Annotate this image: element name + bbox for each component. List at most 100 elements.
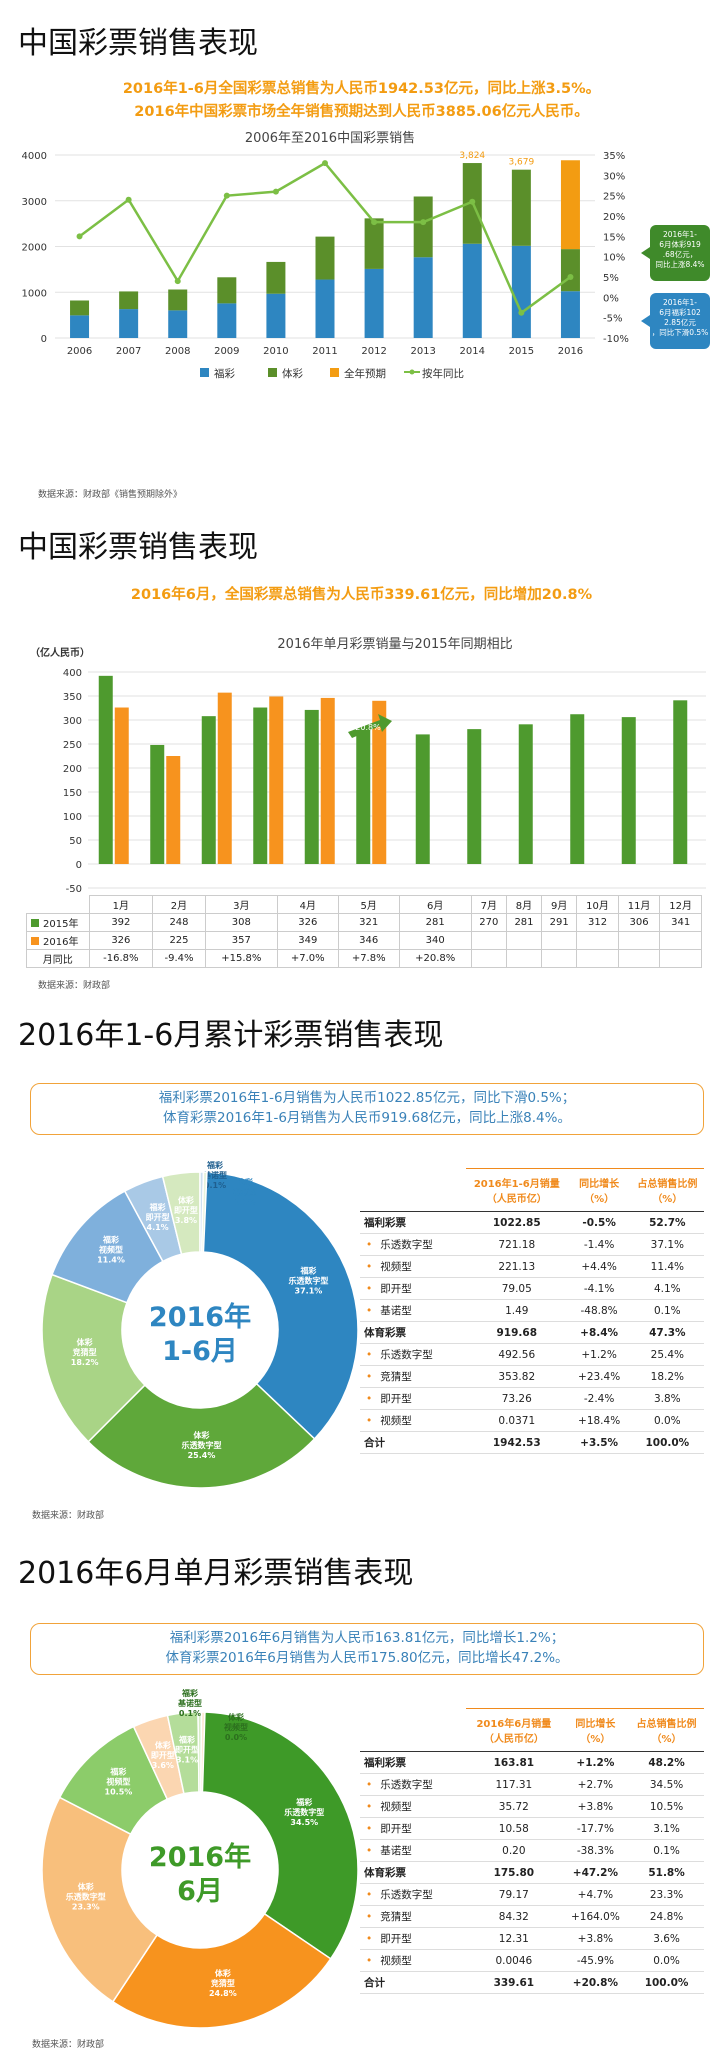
annual-sales-chart: 2006年至2016中国彩票销售 0 1000 2000 3000 4000 -10% -5%…	[22, 130, 710, 380]
y2-tick-label: 35%	[603, 151, 625, 162]
month-header: 8月	[505, 895, 543, 914]
table-cell: 308	[204, 913, 278, 932]
svg-text:20.8%: 20.8%	[355, 723, 381, 732]
bar-2016	[320, 697, 335, 864]
table-cell	[576, 949, 619, 968]
summary-line-2: 2016年中国彩票市场全年销售预期达到人民币3885.06亿元人民币。	[134, 104, 589, 120]
table-cell: +15.8%	[204, 949, 278, 968]
table-cell	[617, 931, 661, 950]
donut-slice	[41, 1796, 159, 2003]
col-header-growth: 同比增长（%）	[561, 1708, 630, 1752]
svg-text:同比上涨8.4%: 同比上涨8.4%	[655, 259, 704, 269]
donut-label: 25.4%	[188, 1451, 216, 1460]
row-label: 体育彩票	[360, 1321, 466, 1344]
donut-label: 体彩	[155, 1740, 171, 1750]
row-label: • 视频型	[360, 1949, 466, 1972]
sales-cell: 0.0046	[466, 1949, 562, 1972]
month-header: 12月	[659, 895, 702, 914]
donut-label: 竞猜型	[210, 1978, 235, 1988]
table-cell: 340	[398, 931, 472, 950]
sales-cell: 84.32	[466, 1905, 562, 1928]
table-cell: +7.0%	[276, 949, 339, 968]
series-label: 2015年	[26, 913, 90, 932]
donut-label: 即开型	[175, 1745, 199, 1755]
sales-cell: 10.58	[466, 1817, 562, 1840]
growth-cell: -1.4%	[567, 1233, 631, 1256]
month-header: 1月	[88, 895, 154, 914]
table-cell: 326	[88, 931, 154, 950]
donut-label: 竞猜型	[72, 1347, 97, 1357]
bar-2016	[114, 707, 129, 864]
row-label: • 乐透数字型	[360, 1773, 466, 1796]
h1-welfare-summary: 福利彩票2016年1-6月销售为人民币1022.85亿元，同比下滑0.5%；	[158, 1090, 576, 1106]
table-row: • 视频型 35.72 +3.8% 10.5%	[360, 1795, 704, 1818]
source-note-2: 数据来源：财政部	[38, 981, 111, 991]
share-cell: 3.6%	[629, 1927, 704, 1950]
monthly-sales-chart: 2016年单月彩票销量与2015年同期相比 （亿人民币） -50 0 50 100 150 2…	[30, 637, 706, 895]
row-label: • 乐透数字型	[360, 1883, 466, 1906]
row-label: 体育彩票	[360, 1861, 466, 1884]
y2-tick-label: -10%	[603, 334, 629, 345]
row-label: • 竞猜型	[360, 1365, 466, 1388]
row-label: • 即开型	[360, 1817, 466, 1840]
table-row: 合计 1942.53 +3.5% 100.0%	[360, 1431, 704, 1454]
bar-total-label: 3,824	[459, 151, 485, 161]
month-header: 9月	[541, 895, 578, 914]
row-label: 福利彩票	[360, 1211, 466, 1234]
bar-ticai	[364, 218, 384, 269]
monthly-summary: 2016年6月，全国彩票总销售为人民币339.61亿元，同比增加20.8%	[130, 587, 593, 603]
donut-label: 10.5%	[105, 1788, 133, 1797]
yoy-point	[469, 198, 476, 205]
growth-cell: +18.4%	[567, 1409, 631, 1432]
donut-label: 乐透数字型	[66, 1892, 106, 1902]
bar-ticai	[560, 249, 580, 292]
yoy-point	[567, 274, 574, 280]
donut-slice	[199, 1711, 359, 1960]
table-cell	[505, 949, 543, 968]
growth-cell: +1.2%	[567, 1343, 631, 1366]
table-row: 体育彩票 919.68 +8.4% 47.3%	[360, 1321, 704, 1344]
y-tick-label: 300	[63, 716, 82, 727]
legend-swatch	[268, 368, 277, 377]
donut-slice	[200, 1171, 208, 1253]
donut-label: 福彩	[295, 1797, 312, 1807]
donut-label: 基诺型	[177, 1698, 202, 1708]
table-cell	[505, 931, 543, 950]
row-label: • 乐透数字型	[360, 1343, 466, 1366]
june-sports-summary: 体育彩票2016年6月销售为人民币175.80亿元，同比增长47.2%。	[165, 1650, 569, 1666]
bar-2016	[372, 700, 387, 864]
bar-2015	[621, 717, 636, 864]
sales-cell: 35.72	[466, 1795, 562, 1818]
donut-label: 即开型	[174, 1205, 198, 1215]
bar-2015	[467, 729, 482, 864]
june-welfare-summary: 福利彩票2016年6月销售为人民币163.81亿元，同比增长1.2%；	[169, 1630, 565, 1646]
donut-label: 体彩	[193, 1430, 209, 1440]
x-tick-label: 2012	[361, 346, 386, 357]
bar-fucai	[364, 268, 384, 338]
sales-cell: 1.49	[466, 1299, 568, 1322]
donut-label: 即开型	[151, 1750, 175, 1760]
share-cell: 48.2%	[629, 1751, 704, 1774]
sales-cell: 339.61	[466, 1971, 562, 1994]
table-cell	[617, 949, 661, 968]
donut-label: 体彩	[228, 1712, 244, 1722]
bar-fucai	[217, 303, 237, 338]
growth-cell: +47.2%	[561, 1861, 630, 1884]
chart2-title: 2016年单月彩票销量与2015年同期相比	[277, 637, 512, 652]
legend-swatch	[330, 368, 339, 377]
sales-cell: 79.05	[466, 1277, 568, 1300]
table-cell	[541, 931, 578, 950]
bar-2016	[217, 692, 232, 864]
donut-label: 4.1%	[147, 1223, 169, 1232]
y2-tick-label: 15%	[603, 232, 625, 243]
month-header: 3月	[204, 895, 278, 914]
month-header: 5月	[337, 895, 400, 914]
table-cell	[470, 931, 507, 950]
bar-fucai	[315, 279, 335, 338]
x-tick-label: 2007	[116, 346, 141, 357]
share-cell: 10.5%	[629, 1795, 704, 1818]
bar-fucai	[511, 245, 531, 338]
growth-cell: -4.1%	[567, 1277, 631, 1300]
donut-label: 体彩	[77, 1337, 93, 1347]
y-tick-label: 0	[76, 860, 82, 871]
